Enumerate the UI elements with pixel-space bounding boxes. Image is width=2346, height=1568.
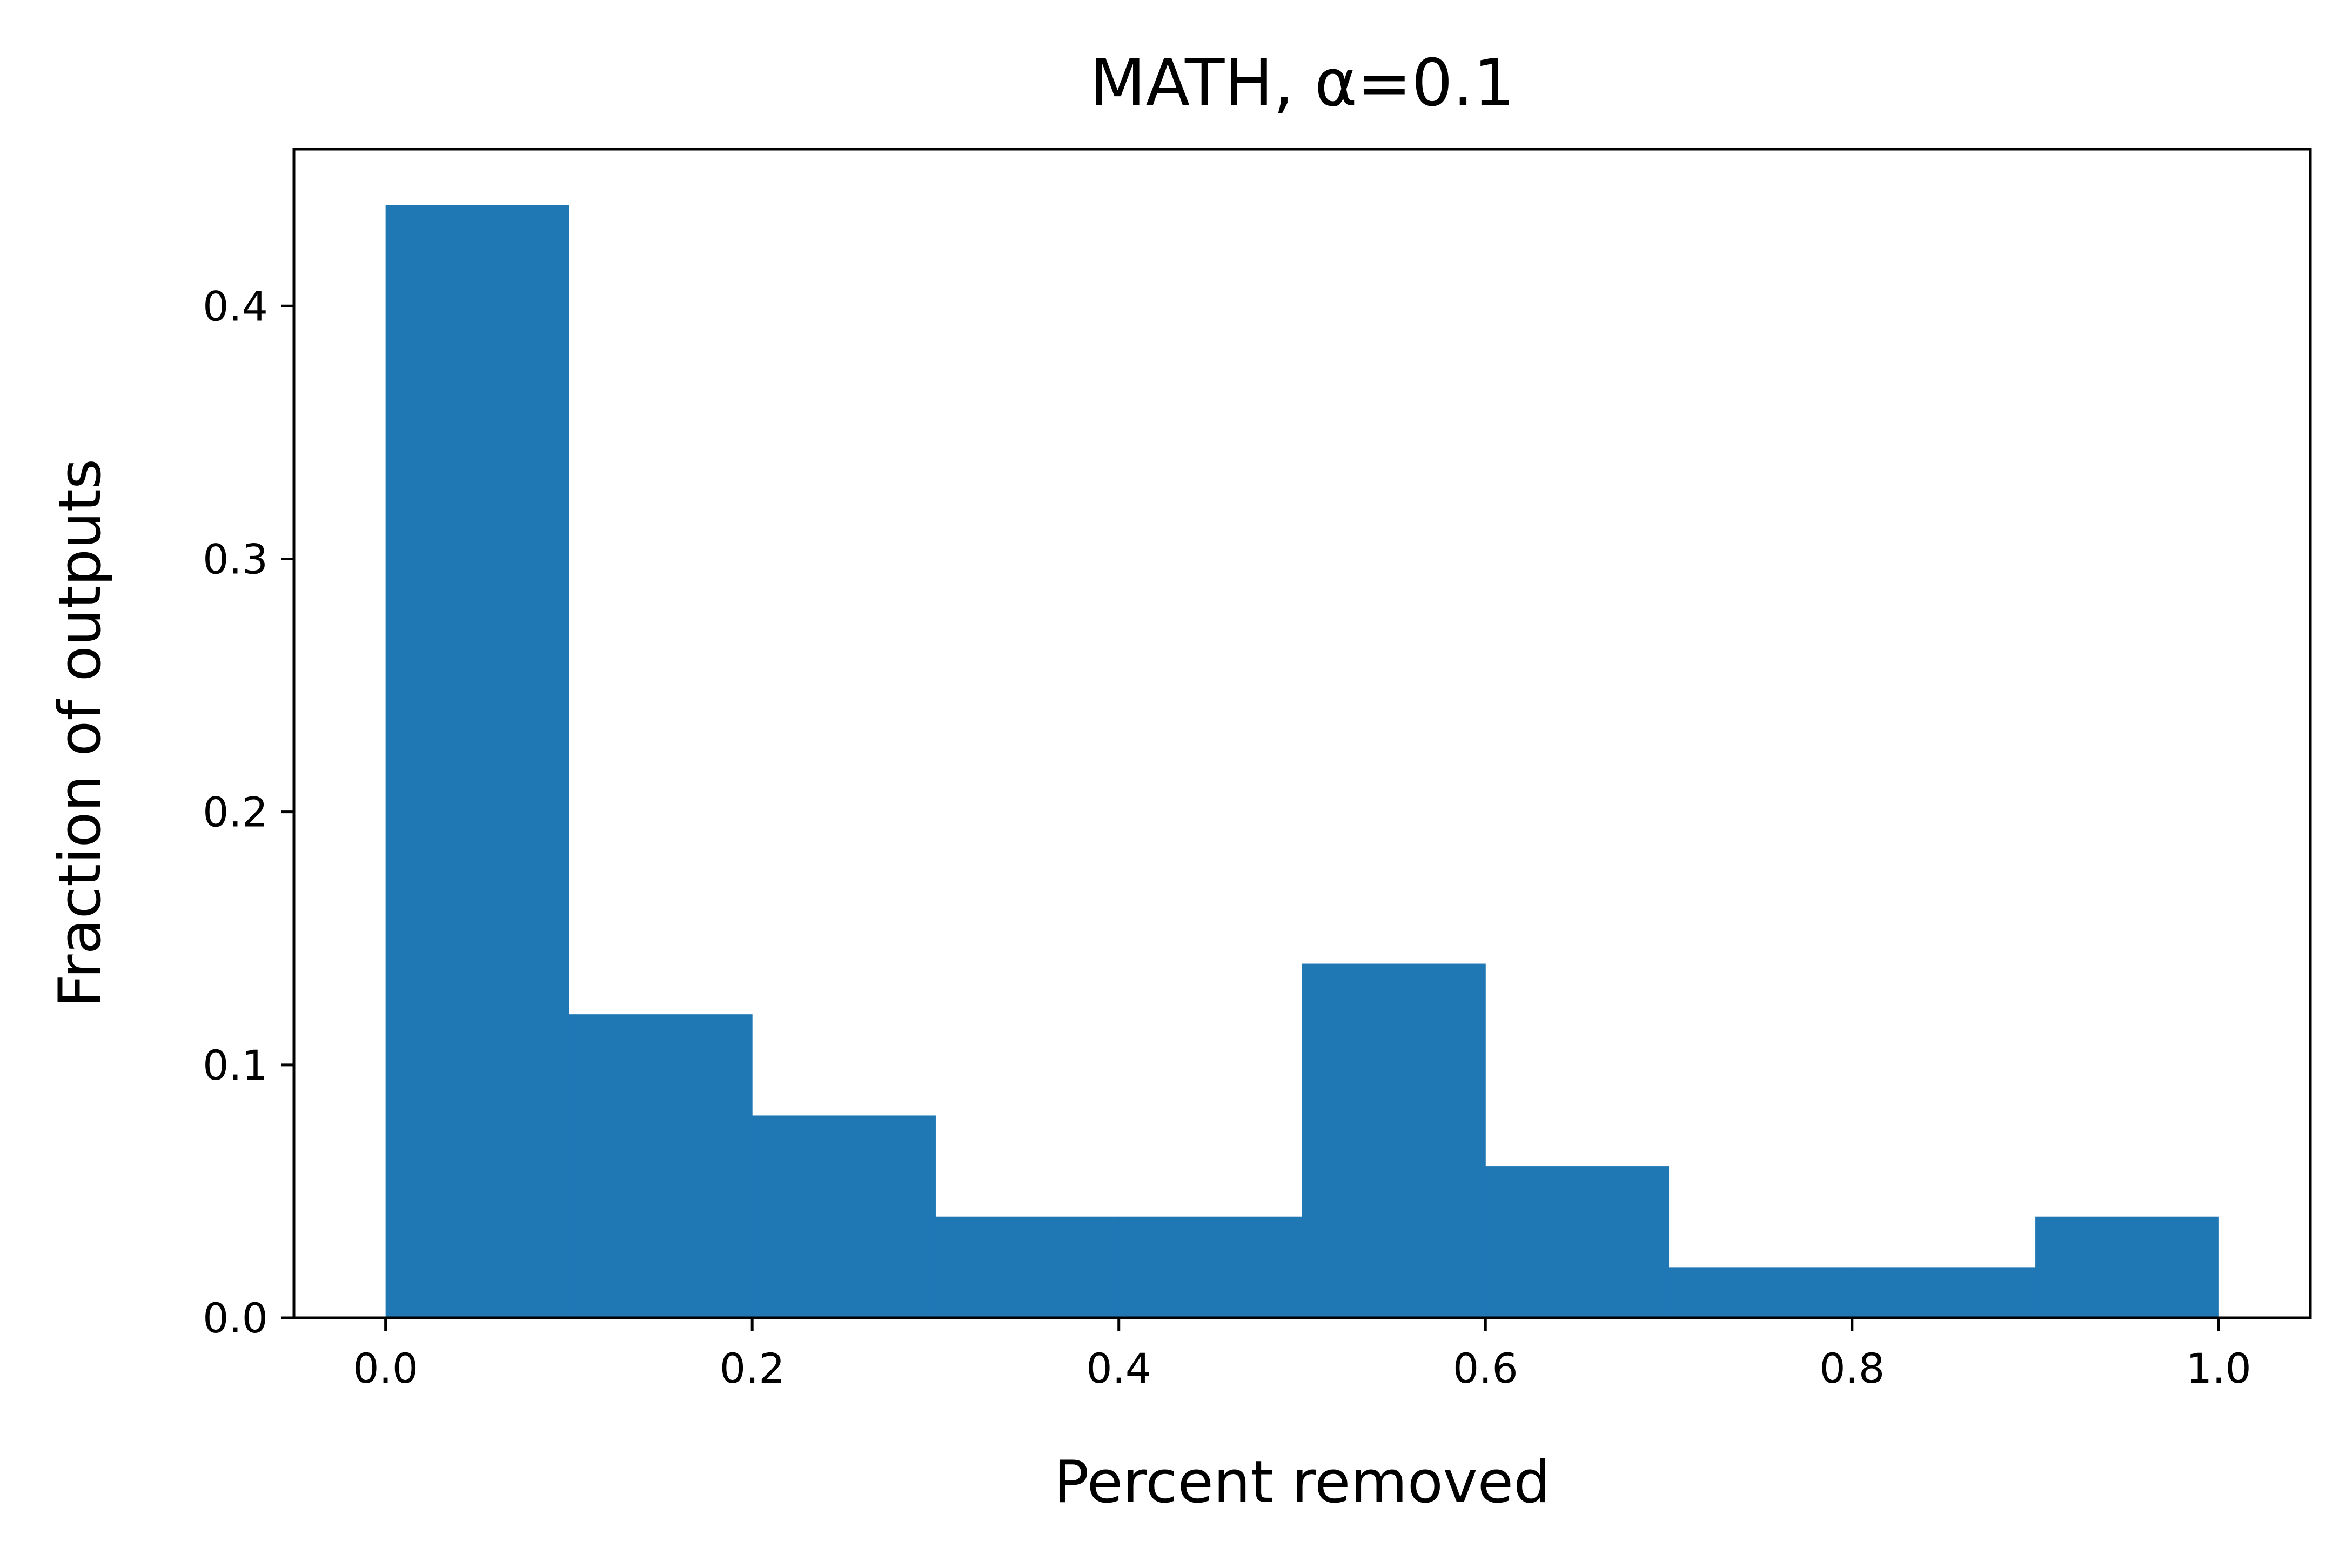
histogram-bar-5 bbox=[1302, 963, 1486, 1318]
y-tick-label: 0.4 bbox=[203, 282, 268, 330]
x-tick-label: 0.8 bbox=[1819, 1344, 1885, 1392]
histogram-bar-6 bbox=[1485, 1166, 1670, 1318]
y-tick-label: 0.2 bbox=[203, 788, 268, 836]
histogram-bar-0 bbox=[385, 205, 569, 1318]
x-tick-label: 0.0 bbox=[353, 1344, 418, 1392]
x-tick-label: 0.6 bbox=[1453, 1344, 1518, 1392]
x-axis-label: Percent removed bbox=[1054, 1449, 1550, 1516]
x-tick-label: 0.4 bbox=[1086, 1344, 1151, 1392]
histogram-bar-2 bbox=[752, 1115, 936, 1318]
y-axis-ticks: 0.0 0.1 0.2 0.3 0.4 bbox=[203, 282, 294, 1342]
y-tick-label: 0.0 bbox=[203, 1294, 268, 1342]
histogram-bar-7 bbox=[1668, 1267, 1853, 1318]
histogram-bar-1 bbox=[568, 1014, 753, 1318]
histogram-bar-4 bbox=[1118, 1216, 1303, 1318]
y-tick-label: 0.3 bbox=[203, 535, 268, 583]
chart-title: MATH, α=0.1 bbox=[1090, 46, 1515, 121]
x-tick-label: 0.2 bbox=[720, 1344, 785, 1392]
histogram-bar-3 bbox=[935, 1216, 1120, 1318]
histogram-bar-8 bbox=[1852, 1267, 2036, 1318]
x-tick-label: 1.0 bbox=[2186, 1344, 2251, 1392]
y-axis-label: Fraction of outputs bbox=[46, 459, 114, 1008]
bars-group bbox=[385, 205, 2219, 1318]
x-axis-ticks: 0.0 0.2 0.4 0.6 0.8 1.0 bbox=[353, 1318, 2251, 1392]
y-tick-label: 0.1 bbox=[203, 1041, 268, 1089]
plot-frame bbox=[292, 148, 2312, 1319]
histogram-bar-9 bbox=[2035, 1216, 2219, 1318]
